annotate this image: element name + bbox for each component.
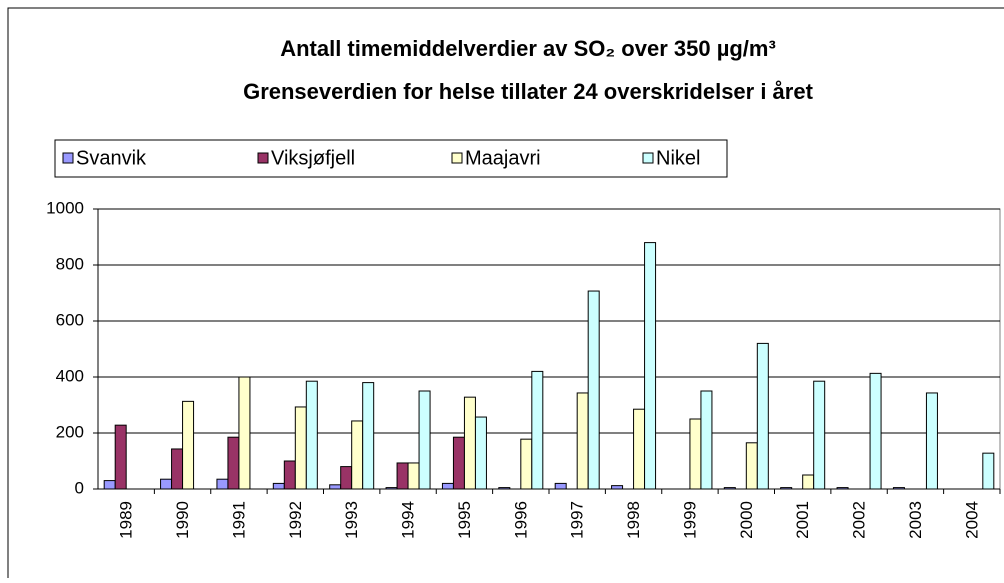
- x-tick-label: 2002: [850, 501, 869, 539]
- bar: [780, 487, 793, 490]
- bar: [463, 396, 476, 490]
- x-tick-label: 1989: [117, 501, 136, 539]
- bar: [452, 436, 465, 490]
- bar: [982, 452, 995, 490]
- bar: [869, 372, 882, 490]
- bar: [587, 290, 600, 490]
- bar: [498, 487, 511, 490]
- x-tick-label: 1993: [342, 501, 361, 539]
- legend-label: Maajavri: [465, 147, 541, 169]
- bar: [689, 418, 702, 490]
- bar: [531, 370, 544, 490]
- legend-marker: [451, 152, 463, 164]
- bar: [283, 460, 296, 490]
- x-tick-label: 2003: [906, 501, 925, 539]
- bar: [520, 438, 533, 490]
- bar: [576, 392, 589, 490]
- bar: [418, 390, 431, 490]
- y-tick-label: 600: [56, 310, 84, 329]
- chart-title: Antall timemiddelverdier av SO₂ over 350…: [280, 36, 776, 61]
- bar: [892, 487, 905, 490]
- x-tick-label: 1999: [680, 501, 699, 539]
- bar: [329, 484, 342, 490]
- bar: [813, 380, 826, 490]
- x-tick-label: 2001: [793, 501, 812, 539]
- x-tick-label: 2004: [962, 501, 981, 539]
- x-tick-label: 2000: [737, 501, 756, 539]
- bar: [644, 242, 657, 490]
- bar: [723, 487, 736, 490]
- bar: [554, 482, 567, 490]
- bar: [182, 400, 195, 490]
- bar: [103, 480, 116, 490]
- bar: [700, 390, 713, 490]
- bar: [216, 478, 229, 490]
- bar: [160, 478, 173, 490]
- bar: [362, 382, 375, 490]
- legend-marker: [642, 152, 654, 164]
- x-tick-label: 1995: [455, 501, 474, 539]
- legend-label: Viksjøfjell: [271, 147, 355, 169]
- bar: [114, 424, 127, 490]
- bar: [351, 420, 364, 490]
- bar: [836, 487, 849, 490]
- x-tick-label: 1998: [624, 501, 643, 539]
- legend-label: Nikel: [656, 147, 700, 169]
- y-tick-label: 1000: [46, 198, 84, 217]
- bar: [171, 448, 184, 490]
- bar: [756, 342, 769, 490]
- bar: [407, 462, 420, 490]
- legend-box: [54, 139, 728, 178]
- bar: [925, 392, 938, 490]
- bar: [802, 474, 815, 490]
- x-tick-label: 1994: [399, 501, 418, 539]
- bar: [340, 466, 353, 490]
- bar: [238, 376, 251, 490]
- y-tick-label: 400: [56, 366, 84, 385]
- legend-marker: [62, 152, 74, 164]
- bar: [441, 482, 454, 490]
- bar: [611, 485, 624, 490]
- bar: [633, 408, 646, 490]
- bar: [396, 462, 409, 490]
- x-tick-label: 1991: [229, 501, 248, 539]
- x-tick-label: 1997: [568, 501, 587, 539]
- bar: [474, 416, 487, 490]
- bar: [745, 442, 758, 490]
- x-tick-label: 1990: [173, 501, 192, 539]
- y-tick-label: 200: [56, 422, 84, 441]
- bar: [227, 436, 240, 490]
- chart-subtitle: Grenseverdien for helse tillater 24 over…: [243, 79, 814, 104]
- bar: [272, 482, 285, 490]
- legend-marker: [257, 152, 269, 164]
- bar: [385, 487, 398, 490]
- bar: [294, 406, 307, 490]
- x-tick-label: 1996: [511, 501, 530, 539]
- y-tick-label: 800: [56, 254, 84, 273]
- y-tick-label: 0: [75, 478, 84, 497]
- legend-label: Svanvik: [76, 147, 147, 169]
- x-tick-label: 1992: [286, 501, 305, 539]
- bar: [305, 380, 318, 490]
